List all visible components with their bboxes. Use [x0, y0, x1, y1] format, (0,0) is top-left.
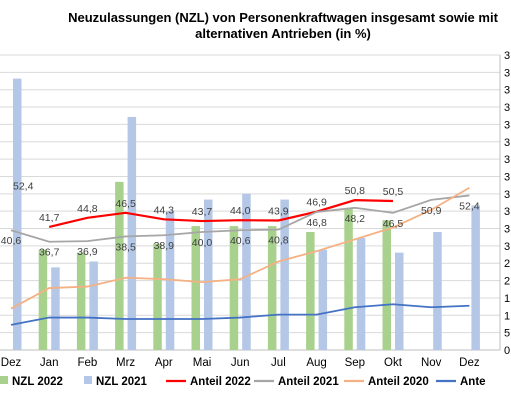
data-label: 40,0	[192, 237, 213, 249]
right-tick-label: 3	[504, 137, 510, 149]
x-tick-label: Nov	[421, 357, 442, 369]
data-label: 36,9	[77, 246, 98, 258]
x-tick-label: Dez	[1, 357, 22, 369]
data-label: 50,8	[345, 185, 366, 197]
line-anteil-2020	[10, 186, 470, 310]
right-tick-label: 3	[504, 206, 510, 218]
legend-swatch	[84, 376, 92, 384]
line-anteil-2022	[48, 199, 394, 229]
bar-nzl-2021	[318, 249, 328, 350]
data-label: 46,5	[115, 198, 136, 210]
right-tick-label: 3	[504, 189, 510, 201]
x-tick-label: Jun	[231, 357, 250, 369]
right-tick-label: 3	[504, 50, 510, 62]
right-tick-label: 3	[504, 85, 510, 97]
data-label: 44,8	[77, 203, 98, 215]
data-label: 40,8	[268, 235, 289, 247]
data-labels: 41,7 44,8 46,5 44,3 43,7 44,0 43,9 46,9 50,8 50,5…	[1, 180, 480, 258]
right-tick-label: 3	[504, 102, 510, 114]
data-label: 44,0	[230, 205, 251, 217]
data-label: 46,8	[306, 217, 327, 229]
legend-label: Anteil 2021	[278, 376, 339, 388]
x-tick-label: Apr	[155, 357, 173, 369]
bar-nzl-2021	[165, 211, 175, 350]
bar-nzl-2022	[306, 232, 315, 350]
x-tick-label: Jan	[40, 357, 59, 369]
line-anteil-2019	[10, 303, 470, 326]
x-tick-labels: Dez Jan Feb Mrz Apr Mai Jun Jul Aug Sep Okt Nov Dez	[1, 357, 480, 369]
bar-nzl-2022	[115, 181, 124, 350]
right-tick-label: 3	[504, 224, 510, 236]
chart-title-line1: Neuzulassungen (NZL) von Personenkraftwa…	[68, 10, 498, 25]
bar-nzl-2022	[344, 208, 353, 350]
x-tick-label: Mrz	[116, 357, 135, 369]
legend-label: Anteil 2022	[190, 376, 251, 388]
bar-nzl-2021	[51, 267, 60, 350]
bar-nzl-2021	[356, 237, 366, 350]
series-lines	[10, 186, 470, 326]
bar-nzl-2022	[191, 226, 200, 350]
data-label: 40,6	[230, 235, 251, 247]
data-label: 40,6	[1, 235, 22, 247]
data-label: 38,5	[115, 241, 136, 253]
right-tick-label: 3	[504, 67, 510, 79]
x-tick-label: Feb	[77, 357, 97, 369]
right-tick-label: 1	[504, 310, 510, 322]
bar-nzl-2021	[204, 199, 213, 350]
x-tick-label: Okt	[384, 357, 403, 369]
right-tick-label: 3	[504, 171, 510, 183]
data-label: 50,5	[383, 186, 404, 198]
bar-nzl-2021	[13, 78, 22, 350]
bar-nzl-2022	[76, 252, 86, 350]
data-label: 46,9	[306, 197, 327, 209]
data-label: 41,7	[39, 212, 60, 224]
bar-nzl-2021	[242, 193, 251, 350]
data-label: 36,7	[39, 247, 60, 259]
bar-nzl-2022	[38, 249, 48, 350]
right-tick-label: 3	[504, 241, 510, 253]
x-tick-label: Dez	[459, 357, 480, 369]
bar-nzl-2021	[280, 199, 289, 350]
bar-nzl-2021	[471, 205, 480, 350]
right-tick-label: 1	[504, 293, 510, 305]
data-label: 43,7	[192, 206, 213, 218]
chart-title-line2: alternativen Antrieben (in %)	[195, 26, 371, 41]
legend: NZL 2022 NZL 2021 Anteil 2022 Anteil 2021 An…	[0, 376, 486, 388]
data-label: 44,3	[154, 204, 175, 216]
data-label: 38,9	[154, 240, 175, 252]
right-tick-label: 2	[504, 276, 510, 288]
x-tick-label: Sep	[345, 357, 365, 369]
bar-nzl-2021	[433, 232, 442, 350]
right-tick-label: 5	[504, 328, 510, 340]
bar-nzl-2021	[89, 261, 98, 350]
bars	[13, 78, 480, 350]
bar-nzl-2021	[395, 252, 404, 350]
right-tick-labels: 0 5 1 1 2 2 3 3 3 3 3 3 3 3 3 3 3 3	[504, 50, 510, 357]
data-label: 48,2	[345, 213, 366, 225]
bar-nzl-2022	[229, 226, 239, 350]
line-anteil-2021	[10, 194, 470, 243]
data-label: 43,9	[268, 205, 289, 217]
legend-label: NZL 2022	[12, 376, 63, 388]
data-label: 52,4	[13, 180, 34, 192]
bar-nzl-2022	[382, 220, 391, 350]
right-tick-label: 3	[504, 154, 510, 166]
right-tick-label: 3	[504, 119, 510, 131]
x-tick-label: Jul	[271, 357, 286, 369]
data-label: 46,5	[383, 218, 404, 230]
bar-nzl-2021	[127, 116, 137, 350]
bar-nzl-2022	[267, 226, 277, 350]
right-tick-label: 0	[504, 345, 510, 357]
data-label: 52,4	[459, 200, 480, 212]
bar-nzl-2022	[153, 243, 162, 350]
x-tick-label: Aug	[306, 357, 326, 369]
right-tick-label: 2	[504, 258, 510, 270]
legend-label: NZL 2021	[96, 376, 148, 388]
data-label: 50,9	[421, 205, 442, 217]
legend-label: Ante	[460, 376, 486, 388]
legend-label: Anteil 2020	[368, 376, 429, 388]
x-tick-label: Mai	[193, 357, 212, 369]
legend-swatch	[0, 376, 8, 384]
